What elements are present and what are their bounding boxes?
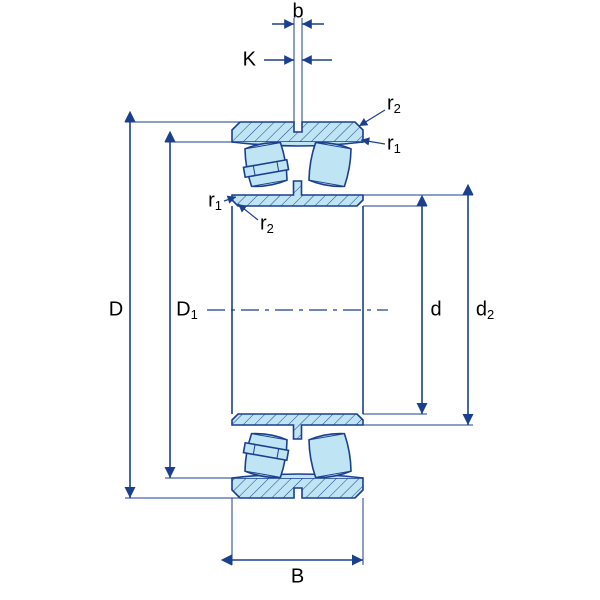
svg-text:d: d <box>430 298 441 320</box>
svg-text:K: K <box>243 48 257 70</box>
svg-text:B: B <box>291 565 304 587</box>
svg-text:b: b <box>292 0 303 22</box>
svg-text:D1: D1 <box>176 298 198 322</box>
svg-text:D: D <box>109 298 123 320</box>
svg-text:r1: r1 <box>387 132 401 156</box>
svg-text:r1: r1 <box>208 189 222 213</box>
svg-text:d2: d2 <box>476 298 494 322</box>
svg-text:r2: r2 <box>387 92 401 116</box>
svg-text:r2: r2 <box>260 212 274 236</box>
